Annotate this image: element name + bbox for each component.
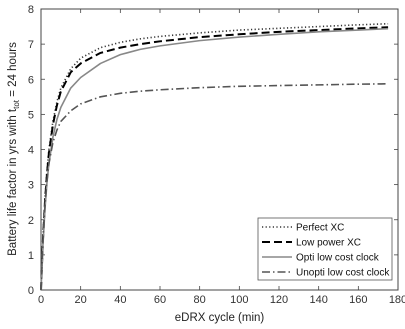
y-tick-label: 6 bbox=[28, 74, 34, 86]
x-axis-label: eDRX cycle (min) bbox=[175, 312, 265, 324]
y-tick-label: 8 bbox=[28, 4, 34, 16]
y-tick-label: 5 bbox=[28, 109, 34, 121]
x-tick-label: 100 bbox=[230, 294, 248, 306]
y-tick-label: 3 bbox=[28, 180, 34, 192]
legend-label-1: Perfect XC bbox=[296, 223, 344, 234]
x-tick-label: 0 bbox=[38, 294, 44, 306]
x-tick-label: 180 bbox=[389, 294, 405, 306]
legend-box bbox=[257, 217, 393, 281]
series-layer bbox=[40, 22, 389, 291]
y-tick-label: 2 bbox=[28, 215, 34, 227]
series-line-2 bbox=[40, 26, 389, 291]
axis-ticks: 0 20 40 60 80 100 120 140 160 180 0 1 2 3 4 5 6 7 8 bbox=[28, 4, 405, 306]
x-tick-label: 140 bbox=[309, 294, 327, 306]
legend-label-4: Unopti low cost clock bbox=[296, 268, 390, 279]
legend-label-3: Opti low cost clock bbox=[296, 253, 380, 264]
y-axis-label-main: Battery life factor in yrs with t bbox=[7, 108, 19, 256]
series-line-4 bbox=[40, 83, 389, 291]
y-tick-label: 7 bbox=[28, 39, 34, 51]
y-tick-label: 4 bbox=[28, 145, 34, 157]
y-tick-label: 0 bbox=[28, 285, 34, 297]
x-tick-label: 20 bbox=[75, 294, 87, 306]
x-tick-label: 160 bbox=[349, 294, 367, 306]
x-tick-label: 80 bbox=[194, 294, 206, 306]
x-tick-label: 120 bbox=[270, 294, 288, 306]
legend: Perfect XC Low power XC Opti low cost cloc… bbox=[257, 217, 393, 281]
y-axis-label-tail: = 24 hours bbox=[7, 42, 19, 100]
y-axis-label: Battery life factor in yrs with ttot = 2… bbox=[7, 42, 21, 256]
legend-label-2: Low power XC bbox=[296, 238, 361, 249]
x-tick-label: 60 bbox=[154, 294, 166, 306]
y-tick-label: 1 bbox=[28, 250, 34, 262]
y-axis-label-subscript: tot bbox=[12, 99, 21, 109]
x-tick-label: 40 bbox=[114, 294, 126, 306]
